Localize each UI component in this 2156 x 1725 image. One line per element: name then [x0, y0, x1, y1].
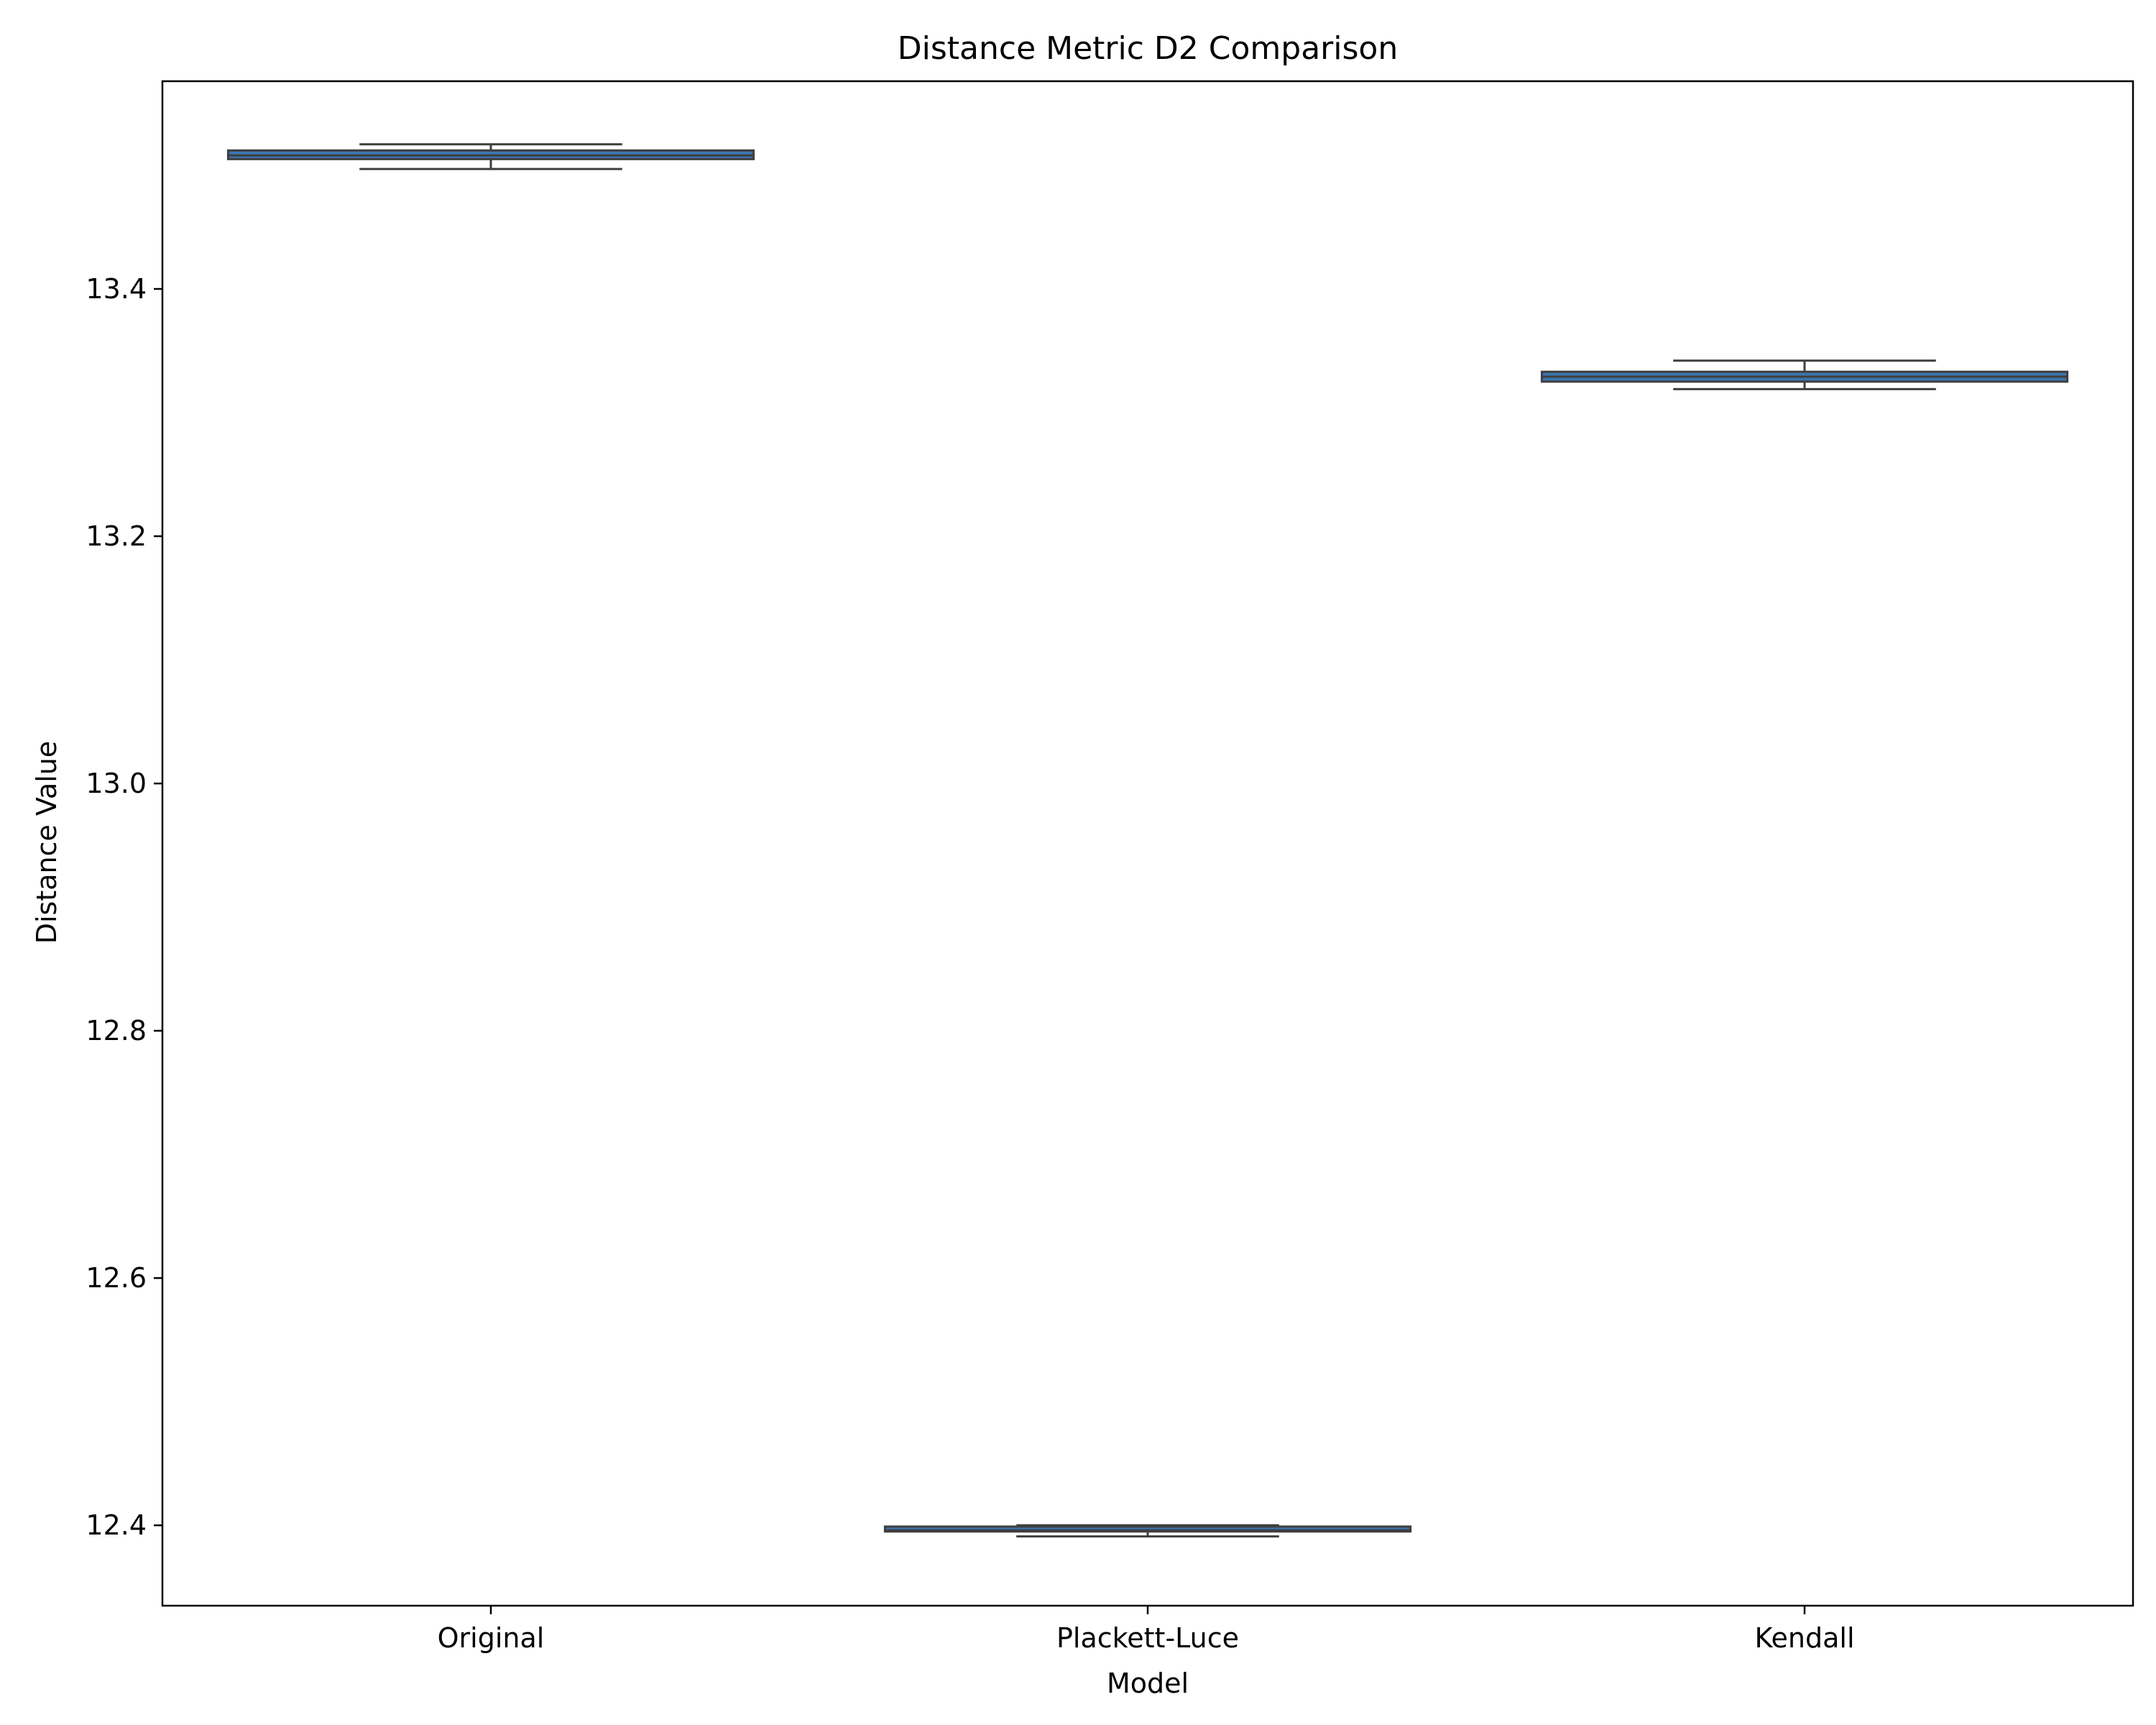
- x-axis-label: Model: [1107, 1668, 1189, 1699]
- y-tick-label: 13.4: [86, 273, 147, 305]
- x-tick-label: Plackett-Luce: [1056, 1622, 1239, 1654]
- y-tick-label: 12.6: [86, 1262, 147, 1294]
- y-tick-label: 12.4: [86, 1509, 147, 1541]
- chart-title: Distance Metric D2 Comparison: [898, 30, 1398, 67]
- y-tick-label: 13.2: [86, 520, 147, 552]
- y-tick-label: 13.0: [86, 768, 147, 799]
- box-plackett-luce: [883, 1525, 1412, 1533]
- plot-area: 12.4 12.6 12.8 13.0 13.2 13.4 Original Plackett…: [86, 80, 2134, 1654]
- axes-frame: [161, 80, 2134, 1607]
- y-tick-label: 12.8: [86, 1015, 147, 1046]
- x-tick-label: Original: [438, 1622, 545, 1654]
- x-tick-label: Kendall: [1754, 1622, 1854, 1654]
- y-axis-label: Distance Value: [31, 741, 63, 944]
